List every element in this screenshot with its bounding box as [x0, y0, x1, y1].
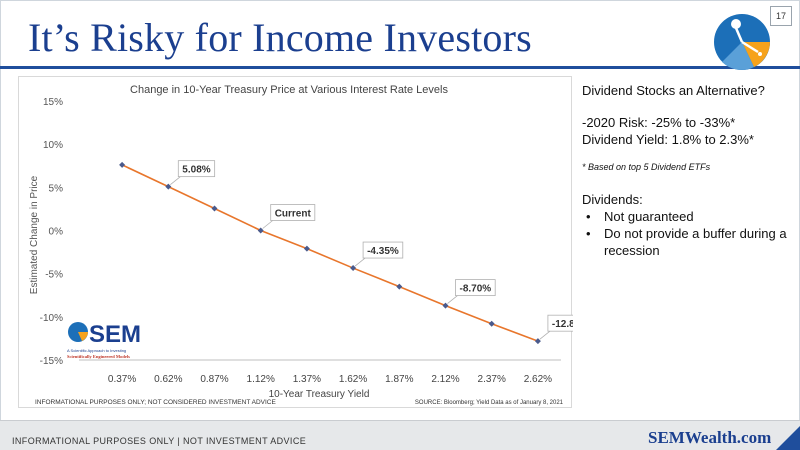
chart-disclaimer: INFORMATIONAL PURPOSES ONLY; NOT CONSIDE… — [35, 399, 277, 406]
data-label-leader — [539, 330, 551, 340]
data-label-leader — [170, 176, 181, 185]
corner-accent — [776, 426, 800, 450]
chart-source: SOURCE: Bloomberg; Yield Data as of Janu… — [415, 400, 564, 406]
chart-title: Change in 10-Year Treasury Price at Vari… — [130, 84, 448, 96]
x-tick-label: 1.62% — [339, 374, 367, 385]
footnote: * Based on top 5 Dividend ETFs — [582, 162, 711, 172]
data-label-leader — [354, 257, 366, 267]
data-label-callout: -12.82% — [539, 314, 573, 340]
list-item: Not guaranteed — [582, 208, 792, 225]
data-label: -8.70% — [460, 284, 492, 295]
data-point — [119, 161, 126, 168]
data-label-box — [455, 279, 496, 297]
data-point — [165, 183, 172, 190]
footer-bar — [0, 420, 800, 450]
x-tick-label: 2.12% — [431, 374, 459, 385]
price-change-chart: Change in 10-Year Treasury Price at Vari… — [29, 84, 573, 406]
slide-title: It’s Risky for Income Investors — [28, 15, 532, 60]
sem-logo-tagline: A Scientific Approach to Investing — [67, 348, 126, 353]
data-label-leader — [262, 220, 273, 229]
data-point — [257, 227, 264, 234]
y-axis-label: Estimated Change in Price — [29, 175, 40, 294]
y-tick-label: 0% — [49, 227, 64, 238]
series-markers — [119, 161, 541, 345]
risk-line: -2020 Risk: -25% to -33%* — [582, 115, 736, 130]
sem-logo-text: SEM — [89, 321, 141, 348]
chart-panel: Change in 10-Year Treasury Price at Vari… — [18, 76, 573, 408]
footer-website-link[interactable]: SEMWealth.com — [648, 428, 772, 447]
x-tick-label: 2.37% — [478, 374, 506, 385]
data-label-callout: -8.70% — [447, 279, 496, 304]
x-tick-label: 1.12% — [247, 374, 275, 385]
data-label: -12.82% — [552, 319, 573, 330]
data-label: Current — [275, 209, 312, 220]
sidebar-heading: Dividend Stocks an Alternative? — [582, 83, 765, 98]
data-label: 5.08% — [182, 165, 210, 176]
x-tick-label: 0.37% — [108, 374, 136, 385]
x-tick-labels: 0.37% 0.62% 0.87% 1.12% 1.37% 1.62% 1.87% 2.12%… — [108, 374, 552, 385]
data-point — [488, 320, 495, 327]
x-tick-label: 0.62% — [154, 374, 182, 385]
sem-logo-subtagline: Scientifically Engineered Models — [67, 354, 130, 359]
x-axis-label: 10-Year Treasury Yield — [269, 389, 370, 400]
data-point — [396, 283, 403, 290]
y-tick-label: -5% — [45, 270, 63, 281]
data-label-callout: 5.08% — [170, 160, 216, 185]
y-tick-label: -10% — [40, 313, 63, 324]
footer-disclaimer: INFORMATIONAL PURPOSES ONLY | NOT INVEST… — [12, 436, 307, 446]
data-label-box — [270, 204, 316, 221]
sem-compass-logo-icon — [714, 14, 770, 70]
series-line — [121, 164, 539, 342]
x-tick-label: 1.37% — [293, 374, 321, 385]
title-underline — [0, 66, 800, 69]
data-label-box — [362, 241, 404, 259]
y-tick-label: 10% — [43, 140, 63, 151]
x-tick-label: 1.87% — [385, 374, 413, 385]
data-label-box — [547, 314, 573, 332]
yield-line: Dividend Yield: 1.8% to 2.3%* — [582, 132, 754, 147]
data-label-leader — [447, 295, 458, 304]
sem-chart-logo: SEM A Scientific Approach to Investing S… — [67, 321, 141, 359]
data-point — [442, 302, 449, 309]
y-tick-label: 15% — [43, 97, 63, 108]
x-tick-label: 2.62% — [524, 374, 552, 385]
data-label-callout: -4.35% — [354, 241, 404, 267]
data-label-callout: Current — [262, 204, 316, 229]
data-point — [303, 245, 310, 252]
dividends-heading: Dividends: — [582, 192, 643, 207]
data-annotations: 5.08% Current -4.35% -8.70% -12.82% — [170, 160, 573, 340]
dividends-list: Not guaranteed Do not provide a buffer d… — [582, 208, 792, 259]
data-point — [350, 265, 357, 272]
series-line-path — [121, 164, 539, 342]
data-point — [534, 338, 541, 345]
y-tick-labels: 15% 10% 5% 0% -5% -10% -15% — [40, 97, 63, 367]
sidebar-text: Dividend Stocks an Alternative? -2020 Ri… — [582, 82, 792, 259]
x-tick-label: 0.87% — [200, 374, 228, 385]
data-point — [211, 205, 218, 212]
data-label: -4.35% — [367, 246, 399, 257]
list-item: Do not provide a buffer during a recessi… — [582, 225, 792, 259]
y-tick-label: -15% — [40, 356, 63, 367]
page-number: 17 — [770, 6, 792, 26]
y-tick-label: 5% — [49, 183, 64, 194]
data-label-box — [177, 160, 216, 178]
